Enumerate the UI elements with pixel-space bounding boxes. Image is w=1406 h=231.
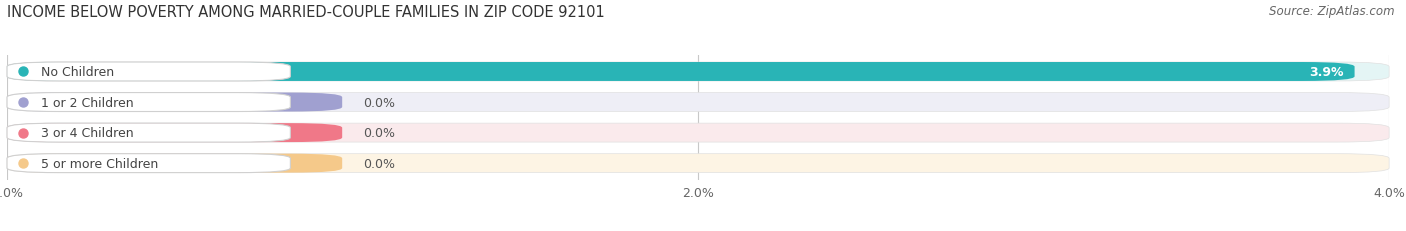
Text: No Children: No Children: [41, 66, 114, 79]
FancyBboxPatch shape: [7, 124, 1389, 143]
FancyBboxPatch shape: [7, 93, 291, 112]
Text: 0.0%: 0.0%: [363, 127, 395, 140]
FancyBboxPatch shape: [7, 93, 1389, 112]
FancyBboxPatch shape: [7, 124, 342, 143]
Text: INCOME BELOW POVERTY AMONG MARRIED-COUPLE FAMILIES IN ZIP CODE 92101: INCOME BELOW POVERTY AMONG MARRIED-COUPL…: [7, 5, 605, 20]
Text: 0.0%: 0.0%: [363, 157, 395, 170]
FancyBboxPatch shape: [7, 63, 1389, 82]
FancyBboxPatch shape: [7, 63, 1354, 82]
FancyBboxPatch shape: [7, 154, 342, 173]
Text: Source: ZipAtlas.com: Source: ZipAtlas.com: [1270, 5, 1395, 18]
FancyBboxPatch shape: [7, 154, 291, 173]
FancyBboxPatch shape: [7, 63, 291, 82]
Text: 3.9%: 3.9%: [1309, 66, 1344, 79]
Text: 3 or 4 Children: 3 or 4 Children: [41, 127, 134, 140]
Text: 0.0%: 0.0%: [363, 96, 395, 109]
Text: 1 or 2 Children: 1 or 2 Children: [41, 96, 134, 109]
FancyBboxPatch shape: [7, 124, 291, 143]
FancyBboxPatch shape: [7, 154, 1389, 173]
Text: 5 or more Children: 5 or more Children: [41, 157, 159, 170]
FancyBboxPatch shape: [7, 93, 342, 112]
